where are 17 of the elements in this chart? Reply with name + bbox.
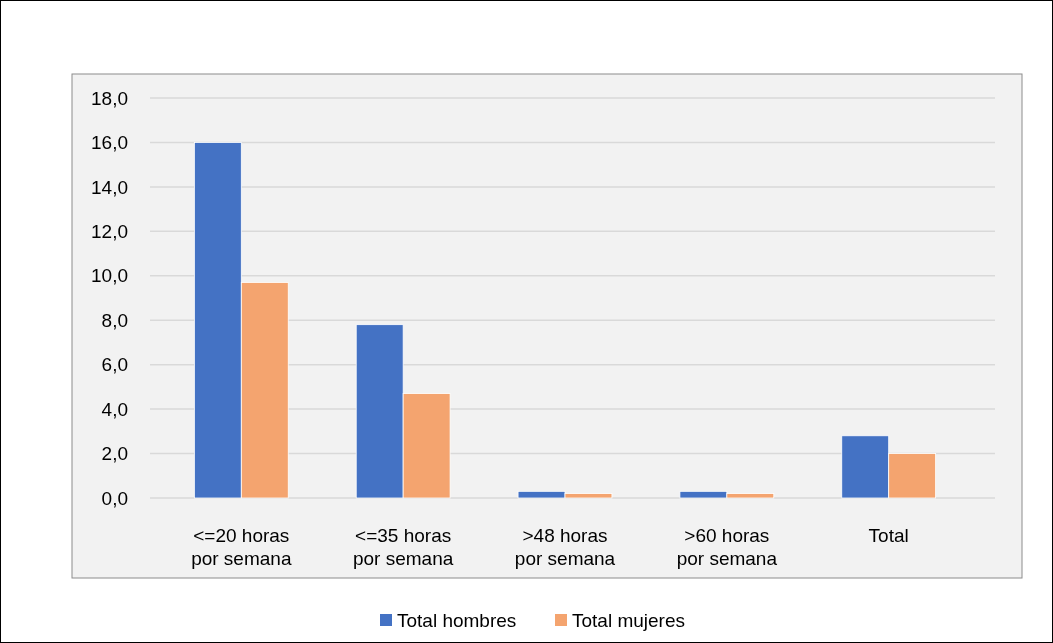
y-tick-label: 12,0: [91, 220, 128, 242]
legend-label: Total hombres: [397, 609, 517, 631]
y-tick-label: 10,0: [91, 265, 128, 287]
y-tick-label: 8,0: [101, 309, 128, 331]
x-tick-label: >48 horas por semana: [514, 525, 616, 569]
y-tick-label: 14,0: [91, 176, 128, 198]
x-tick-label: <=35 horas por semana: [352, 525, 454, 569]
x-tick-label: Total: [868, 525, 909, 546]
y-tick-label: 16,0: [91, 132, 128, 154]
legend-label: Total mujeres: [572, 609, 685, 631]
y-tick-label: 18,0: [91, 87, 128, 109]
y-tick-label: 6,0: [101, 354, 128, 376]
y-tick-label: 2,0: [101, 443, 128, 465]
x-tick-label: >60 horas por semana: [676, 525, 778, 569]
y-tick-label: 4,0: [101, 398, 128, 420]
y-tick-label: 0,0: [101, 487, 128, 509]
x-tick-label: <=20 horas por semana: [191, 525, 292, 569]
